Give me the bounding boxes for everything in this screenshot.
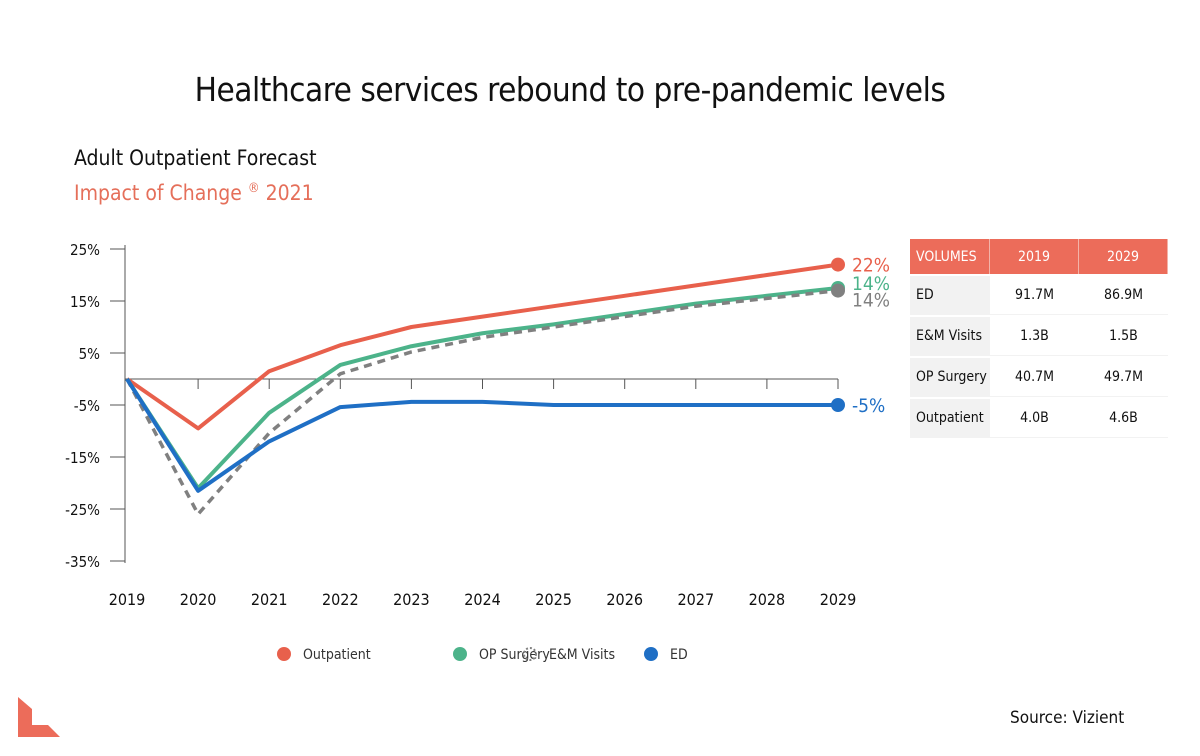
y-tick-label: -5% (74, 397, 100, 415)
series-end-marker-0 (831, 257, 845, 272)
series-end-label-0: 22% (852, 255, 890, 277)
series-end-label-1: 14% (852, 273, 890, 295)
series-end-marker-3 (831, 398, 845, 412)
legend-label-1: OP Surgery (479, 647, 550, 663)
x-tick-label: 2021 (251, 590, 288, 609)
chart-subtitle-2: Impact of Change ® 2021 (74, 181, 314, 205)
legend-marker-3 (644, 647, 658, 661)
legend-marker-0 (277, 647, 291, 661)
legend-marker-2 (523, 647, 537, 661)
table-cell: Outpatient (910, 399, 990, 438)
table-cell: 86.9M (1079, 276, 1168, 315)
table-row: OP Surgery 40.7M 49.7M (910, 358, 1168, 397)
table-cell: ED (910, 276, 990, 315)
legend-marker-1 (453, 647, 467, 661)
table-header-0: VOLUMES (910, 239, 990, 274)
table-cell: 40.7M (990, 358, 1079, 397)
table-header-2: 2029 (1079, 239, 1168, 274)
table-header-1: 2019 (990, 239, 1079, 274)
y-tick-label: 25% (70, 241, 100, 259)
page-title: Healthcare services rebound to pre-pande… (194, 70, 946, 109)
x-tick-label: 2025 (535, 590, 572, 609)
source-note: Source: Vizient (1010, 708, 1125, 728)
x-tick-label: 2019 (109, 590, 146, 609)
series-line-3 (125, 377, 838, 493)
series-end-marker-2 (831, 283, 845, 298)
registered-mark: ® (247, 181, 260, 196)
volumes-table: VOLUMES 2019 2029 ED 91.7M 86.9M E&M Visits 1.3… (910, 237, 1168, 440)
x-tick-label: 2028 (749, 590, 786, 609)
y-tick-label: -35% (65, 553, 100, 571)
table-cell: 4.0B (990, 399, 1079, 438)
legend-label-3: ED (670, 647, 688, 663)
x-tick-label: 2029 (820, 590, 857, 609)
table-cell: 4.6B (1079, 399, 1168, 438)
chart-subtitle: Adult Outpatient Forecast (74, 146, 317, 170)
legend-label-2: E&M Visits (549, 647, 615, 663)
series-line-1 (125, 286, 839, 491)
x-tick-label: 2022 (322, 590, 359, 609)
subtitle-year: 2021 (265, 181, 314, 205)
table-row: ED 91.7M 86.9M (910, 276, 1168, 315)
table-row: E&M Visits 1.3B 1.5B (910, 317, 1168, 356)
table-cell: 1.5B (1079, 317, 1168, 356)
subtitle-text: Impact of Change (74, 181, 242, 205)
y-tick-label: 5% (79, 345, 101, 363)
legend-label-0: Outpatient (303, 647, 371, 663)
y-tick-label: -25% (65, 501, 100, 519)
y-tick-label: 15% (70, 293, 100, 311)
x-tick-label: 2023 (393, 590, 430, 609)
series-line-0 (125, 262, 839, 431)
table-cell: 1.3B (990, 317, 1079, 356)
y-tick-label: -15% (65, 449, 100, 467)
table-row: Outpatient 4.0B 4.6B (910, 399, 1168, 438)
table-cell: 91.7M (990, 276, 1079, 315)
x-tick-label: 2024 (464, 590, 501, 609)
x-tick-label: 2026 (606, 590, 643, 609)
table-cell: 49.7M (1079, 358, 1168, 397)
table-cell: E&M Visits (910, 317, 990, 356)
x-tick-label: 2027 (677, 590, 714, 609)
table-cell: OP Surgery (910, 358, 990, 397)
series-end-label-2: 14% (852, 290, 890, 312)
x-tick-label: 2020 (180, 590, 217, 609)
series-end-label-3: -5% (852, 395, 885, 417)
brand-logo-icon (18, 697, 60, 737)
